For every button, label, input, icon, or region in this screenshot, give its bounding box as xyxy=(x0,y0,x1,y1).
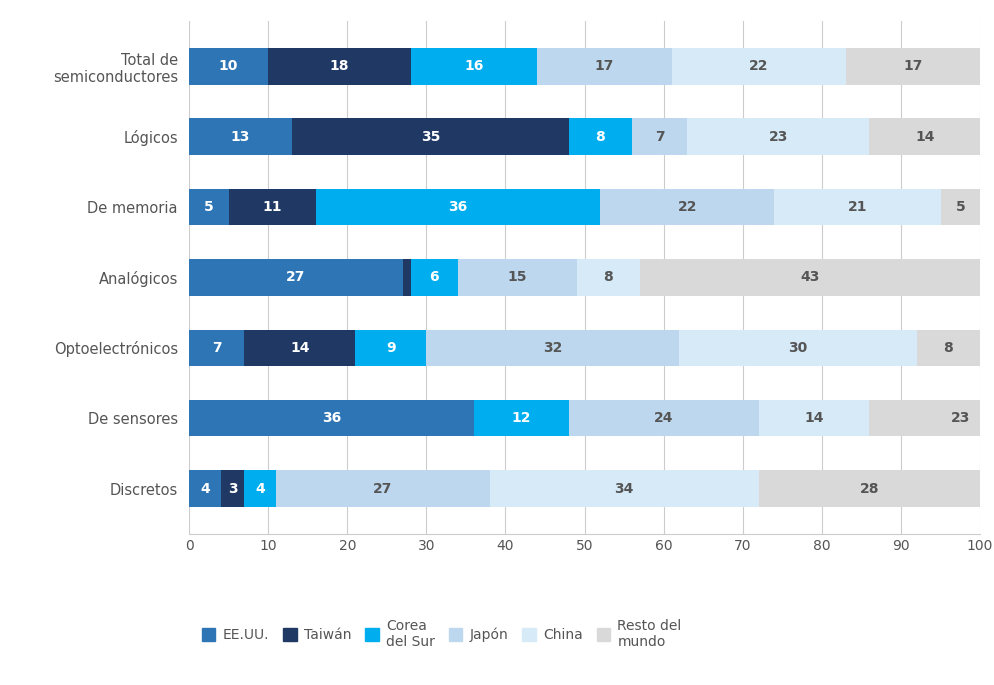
Text: 7: 7 xyxy=(654,129,664,144)
Text: 34: 34 xyxy=(614,482,633,495)
Bar xyxy=(189,189,229,225)
Text: 43: 43 xyxy=(799,271,819,284)
Bar xyxy=(915,329,979,366)
Bar xyxy=(679,329,915,366)
Text: 14: 14 xyxy=(914,129,933,144)
Bar xyxy=(425,329,679,366)
Bar xyxy=(189,400,473,436)
Text: 4: 4 xyxy=(255,482,264,495)
Bar xyxy=(473,400,569,436)
Bar xyxy=(537,48,671,84)
Text: 17: 17 xyxy=(594,60,613,73)
Text: 21: 21 xyxy=(847,200,867,214)
Bar xyxy=(355,329,425,366)
Bar xyxy=(869,119,979,155)
Text: 3: 3 xyxy=(228,482,238,495)
Bar xyxy=(189,48,268,84)
Text: 7: 7 xyxy=(212,341,222,355)
Text: 35: 35 xyxy=(420,129,439,144)
Text: 24: 24 xyxy=(653,411,673,425)
Text: 8: 8 xyxy=(602,271,612,284)
Bar xyxy=(773,189,939,225)
Text: 14: 14 xyxy=(290,341,309,355)
Bar xyxy=(639,259,979,296)
Bar xyxy=(671,48,845,84)
Bar xyxy=(845,48,979,84)
Bar xyxy=(757,400,869,436)
Bar xyxy=(245,329,355,366)
Text: 27: 27 xyxy=(373,482,393,495)
Bar xyxy=(189,329,245,366)
Text: 8: 8 xyxy=(942,341,952,355)
Text: 27: 27 xyxy=(286,271,305,284)
Text: 9: 9 xyxy=(386,341,396,355)
Text: 12: 12 xyxy=(511,411,531,425)
Text: 36: 36 xyxy=(448,200,467,214)
Text: 5: 5 xyxy=(954,200,964,214)
Text: 22: 22 xyxy=(748,60,767,73)
Text: 13: 13 xyxy=(231,129,249,144)
Bar xyxy=(229,189,315,225)
Text: 14: 14 xyxy=(803,411,823,425)
Text: 32: 32 xyxy=(543,341,562,355)
Bar xyxy=(189,259,403,296)
Bar xyxy=(569,400,757,436)
Bar xyxy=(631,119,687,155)
Bar xyxy=(315,189,599,225)
Bar xyxy=(221,471,245,507)
Text: 11: 11 xyxy=(262,200,281,214)
Bar xyxy=(268,48,411,84)
Bar xyxy=(245,471,275,507)
Text: 22: 22 xyxy=(677,200,697,214)
Bar xyxy=(411,48,537,84)
Text: 6: 6 xyxy=(429,271,438,284)
Text: 15: 15 xyxy=(507,271,527,284)
Bar xyxy=(489,471,757,507)
Text: 10: 10 xyxy=(219,60,238,73)
Bar xyxy=(577,259,639,296)
Bar xyxy=(411,259,457,296)
Text: 8: 8 xyxy=(595,129,604,144)
Bar xyxy=(457,259,577,296)
Bar xyxy=(569,119,631,155)
Legend: EE.UU., Taiwán, Corea
del Sur, Japón, China, Resto del
mundo: EE.UU., Taiwán, Corea del Sur, Japón, Ch… xyxy=(196,613,687,654)
Text: 28: 28 xyxy=(859,482,878,495)
Text: 16: 16 xyxy=(463,60,483,73)
Text: 23: 23 xyxy=(949,411,969,425)
Bar xyxy=(757,471,979,507)
Bar xyxy=(939,189,979,225)
Text: 23: 23 xyxy=(768,129,787,144)
Bar xyxy=(869,400,994,436)
Bar xyxy=(189,471,221,507)
Text: 17: 17 xyxy=(903,60,921,73)
Text: 5: 5 xyxy=(204,200,214,214)
Bar xyxy=(275,471,489,507)
Bar xyxy=(189,119,291,155)
Text: 30: 30 xyxy=(787,341,807,355)
Bar xyxy=(291,119,569,155)
Bar xyxy=(687,119,869,155)
Bar xyxy=(599,189,773,225)
Text: 18: 18 xyxy=(329,60,349,73)
Text: 4: 4 xyxy=(200,482,210,495)
Bar xyxy=(403,259,411,296)
Text: 36: 36 xyxy=(321,411,341,425)
